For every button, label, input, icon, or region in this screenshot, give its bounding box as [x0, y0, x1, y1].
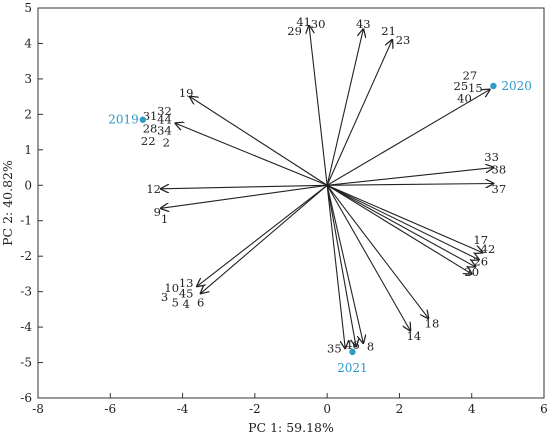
loading-vectors	[161, 26, 494, 349]
y-tick-label: 3	[24, 72, 32, 86]
vector-label-34: 34	[157, 123, 172, 137]
vector-label-25: 25	[454, 79, 469, 93]
vector-label-19: 19	[179, 86, 194, 100]
loading-vector-21-23	[326, 40, 392, 186]
y-tick-label: -5	[20, 356, 32, 370]
x-tick-label: -8	[32, 402, 44, 416]
vector-label-1: 1	[161, 212, 168, 226]
y-tick-label: 1	[24, 143, 32, 157]
x-tick-label: -4	[177, 402, 189, 416]
vector-label-30: 30	[311, 17, 326, 31]
vector-label-18: 18	[425, 317, 440, 331]
vector-label-22: 22	[141, 134, 156, 148]
year-point-2020	[490, 82, 497, 90]
loading-vector-26	[326, 184, 475, 267]
x-tick-label: -2	[249, 402, 261, 416]
vector-label-42: 42	[481, 242, 496, 256]
loading-vector-41-30-29	[309, 26, 328, 186]
year-point-2021	[349, 348, 356, 356]
vector-label-8: 8	[367, 340, 374, 354]
loading-vector-14	[326, 184, 410, 330]
vector-label-23: 23	[396, 33, 411, 47]
vector-label-43: 43	[356, 17, 371, 31]
vector-label-46: 46	[345, 338, 360, 352]
x-axis: -8 -6 -4 -2 0 2 4 6	[32, 393, 548, 416]
y-tick-label: 5	[24, 1, 32, 15]
vector-label-5: 5	[172, 295, 179, 309]
x-tick-label: 4	[468, 402, 476, 416]
vector-label-41: 41	[296, 15, 311, 29]
y-tick-label: -2	[20, 249, 32, 263]
vector-label-15: 15	[468, 81, 483, 95]
vector-label-44: 44	[157, 113, 172, 127]
year-label-2019: 2019	[108, 113, 139, 127]
vector-label-12: 12	[146, 182, 161, 196]
y-tick-label: -4	[20, 320, 32, 334]
loading-vector-27-25-15-40	[326, 90, 490, 186]
loading-vector-35	[326, 185, 345, 348]
loading-vector-17	[326, 184, 482, 252]
x-tick-label: 0	[323, 402, 331, 416]
vector-label-3: 3	[161, 290, 168, 304]
loading-vector-13-10	[197, 184, 328, 286]
vector-label-9: 9	[154, 205, 161, 219]
loading-vector-42	[326, 184, 479, 259]
y-tick-label: 4	[24, 36, 32, 50]
vector-label-6: 6	[197, 295, 204, 309]
vector-label-21: 21	[381, 24, 396, 38]
vector-label-2: 2	[163, 136, 170, 150]
x-axis-title: PC 1: 59.18%	[248, 420, 334, 435]
y-axis-title: PC 2: 40.82%	[0, 160, 15, 246]
loading-vector-31-32-44-28-34-22-2	[175, 123, 328, 186]
loading-vector-46	[326, 185, 356, 346]
vector-label-26: 26	[473, 255, 488, 269]
vector-label-38: 38	[492, 162, 507, 176]
vector-label-35: 35	[327, 341, 342, 355]
loading-vector-33-38	[327, 168, 493, 186]
y-axis: 5 4 3 2 1 0 -1 -2 -3 -4 -5 -6	[20, 1, 43, 405]
vector-label-27: 27	[463, 68, 478, 82]
vector-label-40: 40	[457, 91, 472, 105]
plot-frame	[37, 7, 545, 399]
year-label-2021: 2021	[337, 361, 368, 375]
loading-vector-18	[326, 184, 428, 318]
vector-label-17: 17	[473, 233, 488, 247]
vector-label-10: 10	[164, 281, 179, 295]
vector-label-31: 31	[143, 109, 158, 123]
vector-label-45: 45	[179, 286, 194, 300]
x-tick-label: 6	[540, 402, 548, 416]
year-label-2020: 2020	[501, 79, 532, 93]
loading-vector-9-1	[161, 184, 328, 208]
y-tick-label: 2	[24, 107, 32, 121]
y-tick-label: 0	[24, 178, 32, 192]
y-tick-label: -1	[20, 214, 32, 228]
loading-vector-8	[326, 185, 363, 343]
vector-label-28: 28	[143, 122, 158, 136]
loading-vector-19	[190, 97, 328, 186]
vector-label-37: 37	[492, 182, 507, 196]
vector-label-32: 32	[157, 104, 172, 118]
vector-label-33: 33	[484, 150, 499, 164]
vector-label-20: 20	[464, 265, 479, 279]
loading-vector-43	[326, 29, 363, 186]
vector-label-4: 4	[183, 297, 190, 311]
vector-label-13: 13	[179, 276, 194, 290]
x-tick-label: 2	[396, 402, 404, 416]
y-tick-label: -3	[20, 285, 32, 299]
x-tick-label: -6	[104, 402, 116, 416]
vector-label-29: 29	[287, 24, 302, 38]
y-tick-label: -6	[20, 391, 32, 405]
loading-vector-37	[327, 184, 493, 186]
loading-vector-12	[161, 185, 328, 189]
loading-vector-45-3-5-4-6	[201, 184, 328, 293]
year-point-2019	[139, 116, 147, 123]
vector-label-14: 14	[407, 329, 422, 343]
loading-vector-20	[326, 184, 472, 274]
